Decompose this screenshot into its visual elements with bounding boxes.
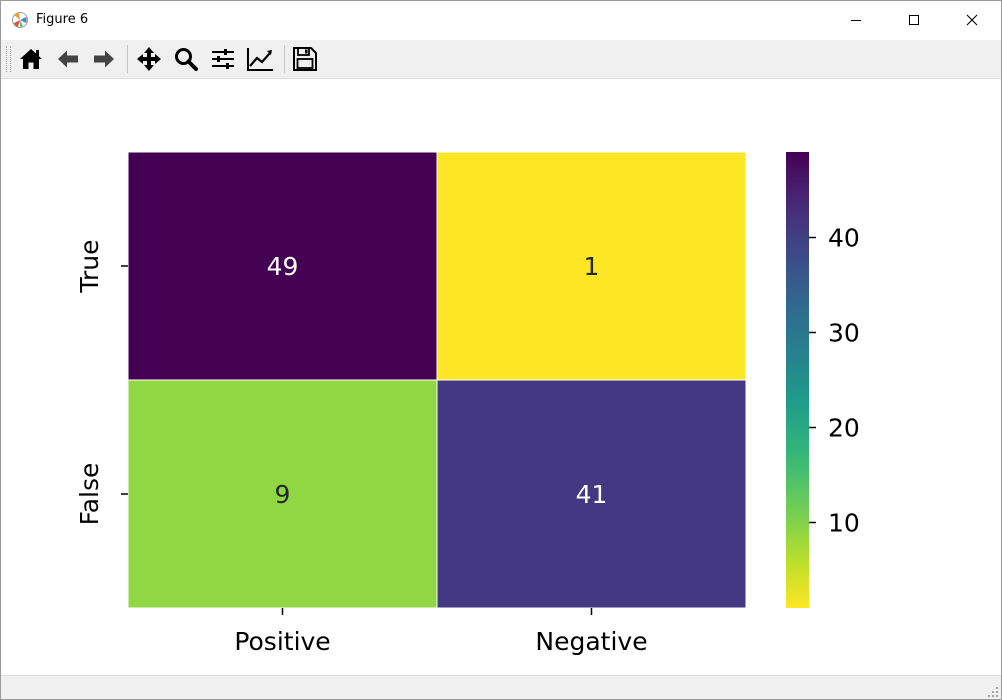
forward-button[interactable] <box>89 44 119 74</box>
pan-icon <box>137 47 161 71</box>
minimize-button[interactable] <box>827 1 885 39</box>
x-tick-label: Negative <box>535 627 647 656</box>
colorbar-tick-label: 40 <box>828 224 860 253</box>
cell-annotation: 49 <box>267 252 299 281</box>
heatmap-cell <box>127 151 438 381</box>
y-tick-label: True <box>75 239 104 293</box>
subplots-icon <box>212 49 234 69</box>
subplots-button[interactable] <box>208 44 238 74</box>
colorbar-tick-label: 20 <box>828 414 860 443</box>
navigation-toolbar <box>1 40 1001 79</box>
figure-canvas[interactable]: 49 1 9 41 Positive Negative True False 10 20 30… <box>1 79 1001 675</box>
heatmap-cell <box>436 151 747 381</box>
status-bar <box>1 675 1001 699</box>
cell-annotation: 41 <box>576 480 608 509</box>
colorbar-tick-label: 10 <box>828 509 860 538</box>
resize-grip-icon[interactable] <box>987 686 999 698</box>
zoom-icon <box>175 48 198 71</box>
back-arrow-icon <box>58 50 78 68</box>
home-icon <box>20 49 42 69</box>
cell-annotation: 1 <box>584 252 600 281</box>
home-button[interactable] <box>16 44 46 74</box>
maximize-button[interactable] <box>885 1 943 39</box>
heatmap-cell <box>436 379 747 609</box>
customize-button[interactable] <box>245 44 275 74</box>
forward-arrow-icon <box>94 50 114 68</box>
matplotlib-icon <box>12 12 28 28</box>
back-button[interactable] <box>53 44 83 74</box>
colorbar-tick-label: 30 <box>828 319 860 348</box>
toolbar-separator <box>127 45 128 73</box>
cell-annotation: 9 <box>275 480 291 509</box>
heatmap-figure: 49 1 9 41 Positive Negative True False 10 20 30… <box>75 151 860 656</box>
minimize-icon <box>851 20 861 21</box>
toolbar-grip[interactable] <box>6 46 11 72</box>
save-button[interactable] <box>290 44 320 74</box>
pan-button[interactable] <box>134 44 164 74</box>
window-title: Figure 6 <box>36 12 89 27</box>
title-bar[interactable]: Figure 6 <box>1 1 1001 39</box>
save-icon <box>293 47 317 71</box>
y-tick-label: False <box>75 463 104 526</box>
close-button[interactable] <box>943 1 1001 39</box>
colorbar-gradient <box>786 152 809 608</box>
axes-edit-icon <box>247 48 273 71</box>
zoom-button[interactable] <box>171 44 201 74</box>
maximize-icon <box>909 15 919 25</box>
x-tick-label: Positive <box>234 627 330 656</box>
toolbar-separator <box>284 45 285 73</box>
close-icon <box>966 14 978 26</box>
